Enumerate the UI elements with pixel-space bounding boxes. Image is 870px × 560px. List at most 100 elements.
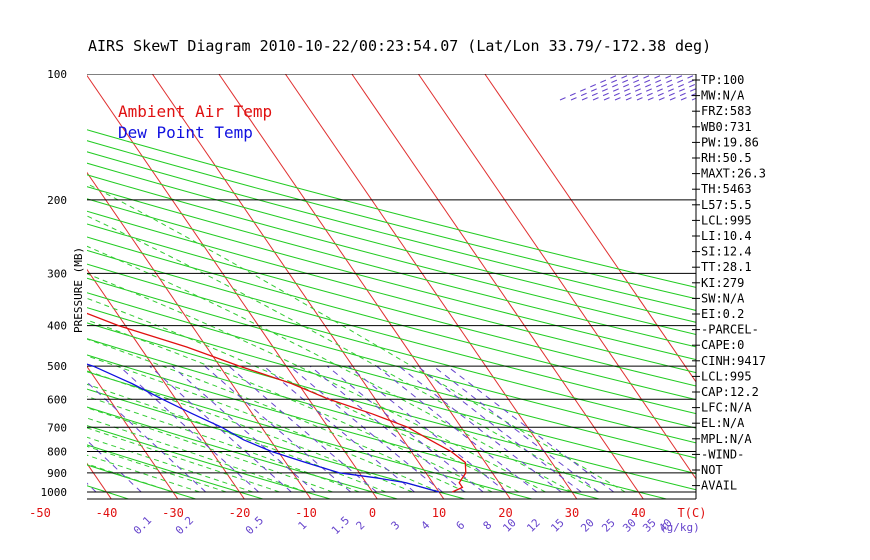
moist-adiabat-line — [87, 215, 599, 493]
mixing-ratio-label: 1.5 — [329, 514, 352, 537]
index-label: LFC:N/A — [701, 401, 752, 415]
mixing-ratio-line — [87, 439, 142, 493]
bottom-temp-tick-label: -30 — [162, 506, 184, 520]
index-label: RH:50.5 — [701, 151, 752, 165]
index-label: LCL:995 — [701, 213, 752, 227]
moist-adiabat-line — [87, 297, 520, 493]
isotherm-line — [417, 74, 696, 480]
isotherm-line — [0, 74, 45, 499]
index-label: KI:279 — [701, 276, 744, 290]
dry-adiabat-line — [87, 354, 600, 499]
chart-title: AIRS SkewT Diagram 2010-10-22/00:23:54.0… — [88, 37, 711, 55]
bottom-temp-tick-label: 30 — [565, 506, 579, 520]
bottom-temp-tick-label: -10 — [295, 506, 317, 520]
moist-adiabat-line — [87, 319, 493, 493]
index-label: TP:100 — [701, 73, 744, 87]
dry-adiabat-line — [87, 249, 696, 415]
mixing-ratio-label: 0.1 — [131, 514, 154, 537]
mixing-ratio-line — [228, 365, 377, 493]
isotherm-line — [87, 462, 112, 499]
index-label: CAPE:0 — [701, 338, 744, 352]
moist-adiabat-line — [87, 445, 227, 493]
dry-adiabat-line — [87, 140, 696, 300]
mixing-ratio-line — [433, 365, 599, 493]
mixing-ratio-label: 25 — [599, 516, 618, 535]
pressure-tick-label: 300 — [47, 267, 67, 280]
mixing-ratio-label: 12 — [524, 516, 543, 535]
index-label: LCL:995 — [701, 369, 752, 383]
index-label: -PARCEL- — [701, 323, 759, 337]
index-label: MPL:N/A — [701, 432, 752, 446]
index-label: EI:0.2 — [701, 307, 744, 321]
index-label: SI:12.4 — [701, 245, 752, 259]
mixing-ratio-line — [376, 365, 538, 493]
pressure-tick-label: 200 — [47, 194, 67, 207]
bottom-temp-tick-label: 20 — [498, 506, 512, 520]
dry-adiabat-line — [87, 174, 696, 335]
dry-adiabat-line — [87, 210, 696, 374]
index-label: SW:N/A — [701, 291, 745, 305]
mixing-ratio-line — [309, 365, 465, 493]
bottom-temp-tick-label: 0 — [369, 506, 376, 520]
dry-adiabat-line — [87, 263, 696, 429]
dry-adiabat-line — [87, 406, 398, 499]
dry-adiabat-line — [87, 371, 533, 499]
mixing-ratio-label: 20 — [578, 516, 597, 535]
mixing-ratio-line — [398, 365, 562, 493]
series-layer — [87, 312, 467, 493]
index-label: AVAIL — [701, 479, 737, 493]
index-label: L57:5.5 — [701, 198, 752, 212]
mixing-ratio-line — [118, 365, 259, 493]
moist-adiabat-line — [87, 273, 546, 493]
dry-adiabat-line — [87, 151, 696, 311]
mixing-ratio-line — [171, 365, 316, 493]
bottom-temp-tick-label: -40 — [96, 506, 118, 520]
dry-adiabat-line — [87, 186, 696, 348]
dry-adiabat-line — [87, 338, 667, 499]
index-label: WB0:731 — [701, 120, 752, 134]
pressure-tick-label: 400 — [47, 320, 67, 333]
mixing-ratio-label: 6 — [454, 519, 468, 533]
pressure-tick-label: 700 — [47, 421, 67, 434]
mixing-ratio-label: 3 — [389, 519, 403, 533]
mixing-ratio-line — [417, 365, 582, 493]
pressure-tick-label: 800 — [47, 445, 67, 458]
bottom-temp-tick-label: -20 — [229, 506, 251, 520]
index-label: MAXT:26.3 — [701, 167, 766, 181]
dry-adiabat-line — [87, 129, 696, 288]
index-label: TH:5463 — [701, 182, 752, 196]
index-label: EL:N/A — [701, 416, 745, 430]
mixing-unit-label: (g/kg) — [660, 521, 700, 534]
dry-adiabat-line — [87, 223, 696, 387]
index-label: PW:19.86 — [701, 135, 759, 149]
bottom-temp-tick-label: -50 — [29, 506, 51, 520]
mixing-ratio-line — [570, 74, 632, 101]
dew-point-line — [87, 363, 440, 493]
isotherm-line — [284, 74, 578, 499]
index-label: CAP:12.2 — [701, 385, 759, 399]
dry-adiabat-line — [87, 277, 696, 444]
mixing-ratio-line — [263, 365, 415, 493]
pressure-tick-label: 1000 — [41, 486, 68, 499]
bottom-temp-tick-label: 40 — [631, 506, 645, 520]
index-label: -WIND- — [701, 447, 744, 461]
moist-adiabat-line — [87, 436, 253, 493]
legend-dewpoint: Dew Point Temp — [118, 123, 253, 142]
isotherm-line — [87, 365, 179, 499]
moist-adiabat-line — [87, 427, 280, 493]
pressure-tick-label: 100 — [47, 68, 67, 81]
dry-adiabat-line — [87, 322, 696, 491]
y-axis-label: PRESSURE (MB) — [72, 247, 85, 333]
axes-layer: -120-110-100-90-80-70-60-50-40-50-40-30-… — [29, 68, 706, 537]
mixing-ratio-line — [289, 365, 443, 493]
moist-adiabat-line — [87, 355, 440, 493]
dry-adiabat-line — [87, 292, 696, 459]
bottom-temp-tick-label: 10 — [432, 506, 446, 520]
moist-adiabat-line — [87, 395, 360, 493]
mixing-ratio-label: 2 — [354, 519, 368, 533]
mixing-ratio-line — [204, 365, 352, 493]
dry-adiabat-line — [87, 162, 696, 323]
index-label: TT:28.1 — [701, 260, 752, 274]
